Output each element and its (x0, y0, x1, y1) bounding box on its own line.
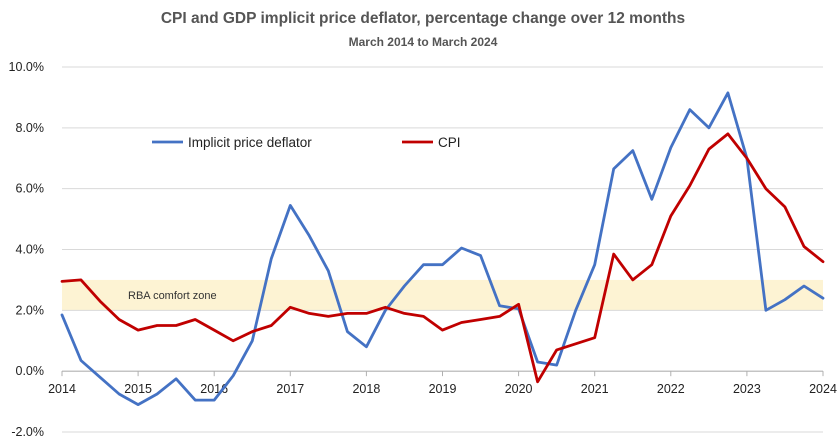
series-line-deflator (60, 91, 825, 407)
x-tick-label: 2020 (505, 382, 533, 396)
series-line-cpi (60, 132, 825, 384)
x-tick-label: 2019 (429, 382, 457, 396)
band-label: RBA comfort zone (128, 290, 217, 302)
y-tick-label: 4.0% (16, 243, 45, 257)
gridlines (62, 66, 823, 433)
chart-title: CPI and GDP implicit price deflator, per… (161, 10, 685, 27)
y-tick-label: 6.0% (16, 182, 45, 196)
series-lines (60, 91, 825, 407)
y-tick-label: 10.0% (9, 60, 44, 74)
x-tick-label: 2015 (124, 382, 152, 396)
x-tick-label: 2017 (276, 382, 304, 396)
x-tick-label: 2024 (809, 382, 837, 396)
x-tick-label: 2022 (657, 382, 685, 396)
y-tick-label: 2.0% (16, 303, 45, 317)
legend-label-deflator: Implicit price deflator (188, 135, 312, 150)
chart-subtitle: March 2014 to March 2024 (349, 35, 498, 49)
y-tick-label: 0.0% (16, 364, 45, 378)
legend-label-cpi: CPI (438, 135, 461, 150)
legend: Implicit price deflator CPI (152, 135, 461, 150)
x-axis-ticks: 2014 2015 2016 2017 2018 2019 2020 2021 2022 2023… (48, 371, 837, 396)
x-tick-label: 2023 (733, 382, 761, 396)
y-tick-label: -2.0% (11, 425, 44, 439)
x-tick-label: 2021 (581, 382, 609, 396)
x-tick-label: 2018 (352, 382, 380, 396)
y-tick-label: 8.0% (16, 121, 45, 135)
x-tick-label: 2014 (48, 382, 76, 396)
y-axis-ticks: -2.0% 0.0% 2.0% 4.0% 6.0% 8.0% 10.0% (9, 60, 44, 439)
rba-comfort-band (62, 279, 823, 311)
